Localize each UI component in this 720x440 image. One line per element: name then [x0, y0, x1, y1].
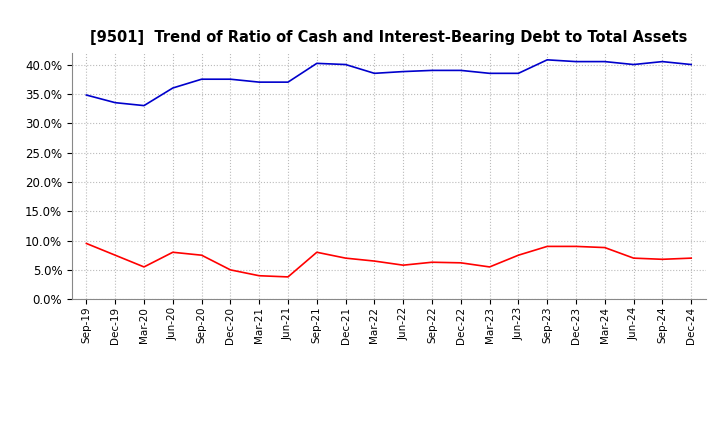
- Cash: [514, 253, 523, 258]
- Cash: [629, 256, 638, 261]
- Interest-Bearing Debt: [572, 59, 580, 64]
- Cash: [600, 245, 609, 250]
- Cash: [168, 249, 177, 255]
- Interest-Bearing Debt: [370, 71, 379, 76]
- Cash: [82, 241, 91, 246]
- Line: Interest-Bearing Debt: Interest-Bearing Debt: [86, 60, 691, 106]
- Cash: [687, 256, 696, 261]
- Cash: [312, 249, 321, 255]
- Cash: [370, 258, 379, 264]
- Interest-Bearing Debt: [485, 71, 494, 76]
- Interest-Bearing Debt: [687, 62, 696, 67]
- Interest-Bearing Debt: [514, 71, 523, 76]
- Cash: [111, 253, 120, 258]
- Interest-Bearing Debt: [197, 77, 206, 82]
- Interest-Bearing Debt: [82, 92, 91, 98]
- Interest-Bearing Debt: [399, 69, 408, 74]
- Interest-Bearing Debt: [140, 103, 148, 108]
- Cash: [543, 244, 552, 249]
- Cash: [226, 267, 235, 272]
- Interest-Bearing Debt: [428, 68, 436, 73]
- Interest-Bearing Debt: [629, 62, 638, 67]
- Interest-Bearing Debt: [226, 77, 235, 82]
- Interest-Bearing Debt: [543, 57, 552, 62]
- Interest-Bearing Debt: [658, 59, 667, 64]
- Cash: [428, 260, 436, 265]
- Interest-Bearing Debt: [255, 80, 264, 85]
- Cash: [456, 260, 465, 265]
- Line: Cash: Cash: [86, 243, 691, 277]
- Interest-Bearing Debt: [600, 59, 609, 64]
- Interest-Bearing Debt: [111, 100, 120, 105]
- Title: [9501]  Trend of Ratio of Cash and Interest-Bearing Debt to Total Assets: [9501] Trend of Ratio of Cash and Intere…: [90, 29, 688, 45]
- Cash: [399, 263, 408, 268]
- Interest-Bearing Debt: [456, 68, 465, 73]
- Cash: [658, 257, 667, 262]
- Cash: [140, 264, 148, 270]
- Cash: [572, 244, 580, 249]
- Interest-Bearing Debt: [312, 61, 321, 66]
- Interest-Bearing Debt: [284, 80, 292, 85]
- Cash: [485, 264, 494, 270]
- Cash: [255, 273, 264, 279]
- Cash: [341, 256, 350, 261]
- Cash: [197, 253, 206, 258]
- Cash: [284, 274, 292, 279]
- Interest-Bearing Debt: [341, 62, 350, 67]
- Interest-Bearing Debt: [168, 85, 177, 91]
